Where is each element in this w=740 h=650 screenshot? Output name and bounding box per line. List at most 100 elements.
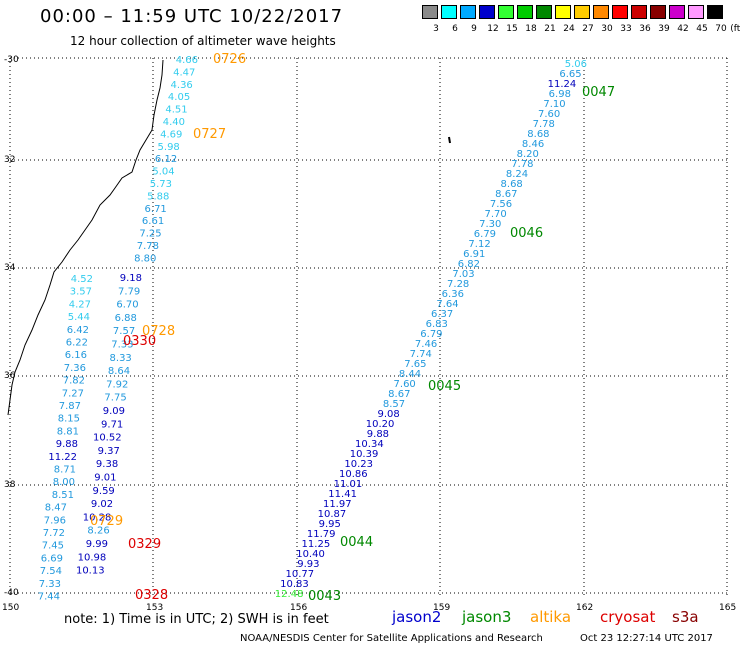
lon-tick-156: 156 <box>290 603 308 613</box>
wave-height-value: 6.82 <box>458 259 480 270</box>
wave-height-value: 11.25 <box>302 539 331 550</box>
legend-label: 12 <box>487 24 499 34</box>
lat-tick-36: 36 <box>4 371 16 381</box>
legend-unit: (ft) <box>730 24 740 34</box>
pass-time-tag: 0043 <box>308 589 341 604</box>
wave-height-value: 6.22 <box>66 338 88 349</box>
wave-height-value: 11.41 <box>328 489 357 500</box>
pass-time-tag: 0047 <box>582 85 615 100</box>
pass-time-tag: 0045 <box>428 379 461 394</box>
wave-height-value: 6.36 <box>442 289 464 300</box>
legend-swatch <box>669 5 685 19</box>
legend-swatch <box>612 5 628 19</box>
wave-height-value: 9.02 <box>91 499 113 510</box>
legend-label: 18 <box>525 24 537 34</box>
wave-height-value: 7.57 <box>113 326 135 337</box>
wave-height-value: 7.74 <box>410 349 432 360</box>
legend-swatch <box>688 5 704 19</box>
wave-height-value: 4.05 <box>168 92 190 103</box>
lat-tick-38: 38 <box>4 480 16 490</box>
wave-height-value: 8.68 <box>501 179 523 190</box>
legend-swatch <box>460 5 476 19</box>
legend-label: 39 <box>658 24 670 34</box>
lat-tick-32: 32 <box>4 155 16 165</box>
wave-height-value: 7.60 <box>394 379 416 390</box>
wave-height-value: 7.10 <box>543 99 565 110</box>
sat-label-altika: altika <box>530 608 572 626</box>
legend-swatch <box>631 5 647 19</box>
pass-time-tag: 0328 <box>135 588 168 603</box>
wave-height-value: 6.37 <box>431 309 453 320</box>
wave-height-value: 7.78 <box>533 119 555 130</box>
wave-height-value: 8.80 <box>134 253 156 264</box>
wave-height-value: 8.81 <box>57 426 79 437</box>
pass-time-tag: 0728 <box>142 324 175 339</box>
wave-height-value: 10.77 <box>286 569 315 580</box>
wave-height-value: 10.52 <box>93 433 122 444</box>
legend-swatch <box>517 5 533 19</box>
wave-height-value: 9.71 <box>101 419 123 430</box>
wave-height-value: 4.40 <box>163 117 185 128</box>
wave-height-value: 5.88 <box>147 191 169 202</box>
wave-height-value: 7.75 <box>104 393 126 404</box>
legend-swatch <box>650 5 666 19</box>
wave-height-value: 8.26 <box>87 526 109 537</box>
wave-height-value: 7.28 <box>447 279 469 290</box>
wave-height-value: 7.70 <box>484 209 506 220</box>
wave-height-value: 7.87 <box>59 401 81 412</box>
legend-label: 33 <box>620 24 632 34</box>
wave-height-value: 8.51 <box>52 490 74 501</box>
wave-height-value: 7.03 <box>452 269 474 280</box>
chart-subtitle: 12 hour collection of altimeter wave hei… <box>70 34 336 48</box>
lat-tick-34: 34 <box>4 263 16 273</box>
wave-height-value: 6.79 <box>474 229 496 240</box>
wave-height-value: 4.66 <box>176 55 198 66</box>
wave-height-value: 4.69 <box>160 129 182 140</box>
credit-line: NOAA/NESDIS Center for Satellite Applica… <box>240 633 543 644</box>
wave-height-value: 10.98 <box>78 552 107 563</box>
wave-height-value: 10.28 <box>83 512 112 523</box>
pass-time-tag: 0729 <box>90 514 123 529</box>
wave-height-value: 4.27 <box>69 299 91 310</box>
wave-height-value: 7.45 <box>42 541 64 552</box>
sat-label-jason3: jason3 <box>462 608 512 626</box>
wave-height-value: 8.33 <box>110 353 132 364</box>
wave-height-value: 6.83 <box>426 319 448 330</box>
wave-height-value: 11.97 <box>323 499 352 510</box>
sat-label-s3a: s3a <box>672 608 699 626</box>
wave-height-value: 7.78 <box>137 241 159 252</box>
legend-swatch <box>555 5 571 19</box>
wave-height-value: 6.91 <box>463 249 485 260</box>
legend-swatch <box>441 5 457 19</box>
wave-height-value: 7.79 <box>118 286 140 297</box>
wave-height-value: 12.48 <box>275 589 304 600</box>
lon-tick-162: 162 <box>576 603 594 613</box>
legend-label: 45 <box>696 24 708 34</box>
wave-height-value: 7.65 <box>404 359 426 370</box>
wave-height-value: 7.33 <box>39 579 61 590</box>
altimeter-tracks: 4.664.47 4.364.05 4.514.404.69 5.986.12 5.04… <box>38 52 615 604</box>
legend-label: 3 <box>433 24 439 34</box>
wave-height-value: 9.95 <box>319 519 341 530</box>
wave-height-value: 10.83 <box>280 579 309 590</box>
wave-height-value: 10.23 <box>344 459 373 470</box>
legend-label: 9 <box>471 24 477 34</box>
wave-height-value: 6.69 <box>41 553 63 564</box>
wave-height-value: 7.64 <box>436 299 458 310</box>
wave-height-value: 9.18 <box>120 273 142 284</box>
footer-note: note: 1) Time is in UTC; 2) SWH is in fe… <box>64 612 329 627</box>
wave-height-value: 9.88 <box>367 429 389 440</box>
legend-swatch <box>593 5 609 19</box>
wave-height-value: 7.12 <box>468 239 490 250</box>
wave-height-value: 9.99 <box>86 539 108 550</box>
legend-swatch <box>498 5 514 19</box>
wave-height-value: 8.57 <box>383 399 405 410</box>
wave-height-value: 9.08 <box>377 409 399 420</box>
wave-height-value: 10.34 <box>355 439 384 450</box>
wave-height-value: 7.44 <box>38 592 60 603</box>
sat-label-cryosat: cryosat <box>600 608 656 626</box>
wave-height-value: 6.88 <box>115 313 137 324</box>
wave-height-value: 6.71 <box>145 204 167 215</box>
wave-height-value: 11.79 <box>307 529 336 540</box>
